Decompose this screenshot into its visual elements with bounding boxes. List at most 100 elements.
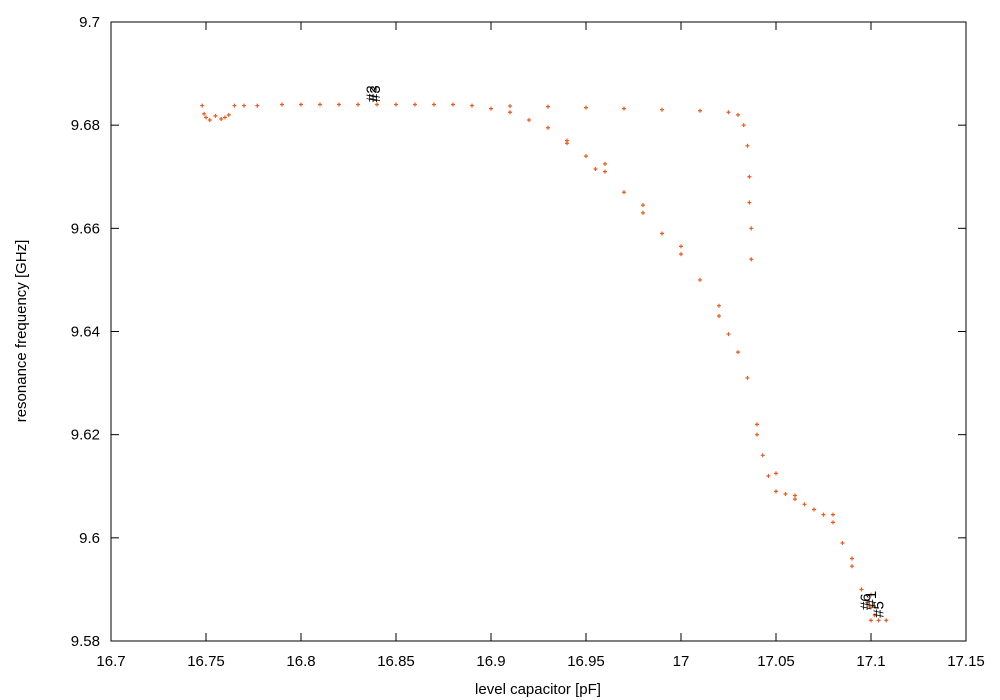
data-point: [812, 507, 816, 512]
data-point: [432, 102, 436, 107]
data-point: [884, 618, 889, 623]
y-axis-label: resonance frequency [GHz]: [13, 240, 30, 423]
data-point: [869, 605, 873, 610]
data-point: [451, 102, 455, 107]
data-point: [660, 231, 664, 236]
data-point: [821, 512, 826, 517]
data-point: [749, 257, 754, 262]
data-point: [745, 143, 750, 148]
data-point: [760, 453, 765, 458]
data-point: [745, 375, 750, 380]
y-tick-label: 9.58: [71, 633, 100, 650]
data-point: [470, 103, 474, 108]
data-point: [622, 106, 626, 111]
x-tick-label: 16.9: [476, 653, 505, 670]
data-point: [869, 592, 873, 597]
data-point: [859, 587, 864, 592]
data-point: [527, 118, 531, 123]
data-point: [726, 332, 731, 337]
data-point: [219, 116, 224, 121]
x-tick-label: 17: [673, 653, 690, 670]
data-point: [603, 169, 607, 174]
data-point: [660, 107, 664, 112]
data-point: [747, 200, 752, 205]
data-point: [747, 174, 752, 179]
data-point: [546, 125, 550, 130]
data-point: [232, 103, 237, 108]
plot-frame: [110, 21, 967, 642]
data-point: [876, 618, 881, 623]
data-point: [375, 102, 379, 107]
data-point: [641, 210, 645, 215]
data-point: [242, 103, 246, 108]
x-tick-label: 16.85: [377, 653, 415, 670]
data-point: [749, 226, 754, 231]
data-point: [865, 600, 870, 605]
data-point: [508, 110, 512, 115]
data-point: [755, 432, 759, 437]
data-point: [869, 618, 873, 623]
data-point: [337, 102, 341, 107]
data-point: [593, 167, 598, 172]
data-point: [872, 613, 877, 618]
data-point: [774, 489, 778, 494]
data-point: [299, 102, 303, 107]
data-point: [255, 103, 260, 108]
data-point: [546, 104, 550, 109]
annotation: #6: [857, 593, 874, 610]
data-point: [356, 102, 360, 107]
data-point: [584, 154, 588, 159]
y-tick-label: 9.62: [71, 427, 100, 444]
data-point: [755, 422, 759, 427]
data-point: [280, 102, 284, 107]
annotation: #2: [363, 85, 380, 102]
data-point: [717, 303, 721, 308]
data-point: [508, 104, 512, 109]
data-point: [603, 161, 607, 166]
annotation: #3: [367, 85, 384, 102]
x-tick-label: 16.7: [96, 653, 125, 670]
data-point: [641, 203, 645, 208]
data-point: [698, 108, 702, 113]
annotation: #1: [863, 591, 880, 608]
data-point: [207, 118, 212, 123]
data-point: [736, 350, 740, 355]
x-tick-label: 17.1: [856, 653, 885, 670]
data-point: [741, 123, 746, 128]
x-tick-label: 16.95: [567, 653, 605, 670]
data-point: [831, 512, 835, 517]
y-tick-label: 9.64: [71, 324, 100, 341]
data-point: [489, 106, 493, 111]
data-point: [736, 112, 740, 117]
data-point: [717, 314, 721, 319]
data-point: [213, 113, 218, 118]
x-tick-label: 16.8: [286, 653, 315, 670]
data-point: [766, 473, 771, 478]
y-tick-label: 9.66: [71, 220, 100, 237]
data-point: [202, 111, 207, 116]
data-point: [679, 252, 683, 257]
data-point: [223, 115, 227, 120]
x-axis-label: level capacitor [pF]: [475, 681, 601, 698]
data-point: [679, 244, 683, 249]
data-point: [774, 471, 778, 476]
y-tick-label: 9.7: [79, 14, 100, 31]
data-point: [318, 102, 322, 107]
data-point: [850, 556, 854, 561]
data-point: [204, 115, 208, 120]
data-point: [200, 103, 205, 108]
x-tick-label: 17.15: [947, 653, 985, 670]
x-tick-label: 16.75: [187, 653, 225, 670]
y-tick-label: 9.68: [71, 117, 100, 134]
data-point: [831, 520, 835, 525]
data-point: [226, 112, 231, 117]
data-point: [802, 502, 807, 507]
data-point: [622, 190, 626, 195]
data-point: [413, 102, 417, 107]
data-point: [793, 497, 797, 502]
data-point: [783, 491, 788, 496]
data-point: [698, 277, 702, 282]
data-point: [840, 540, 845, 545]
